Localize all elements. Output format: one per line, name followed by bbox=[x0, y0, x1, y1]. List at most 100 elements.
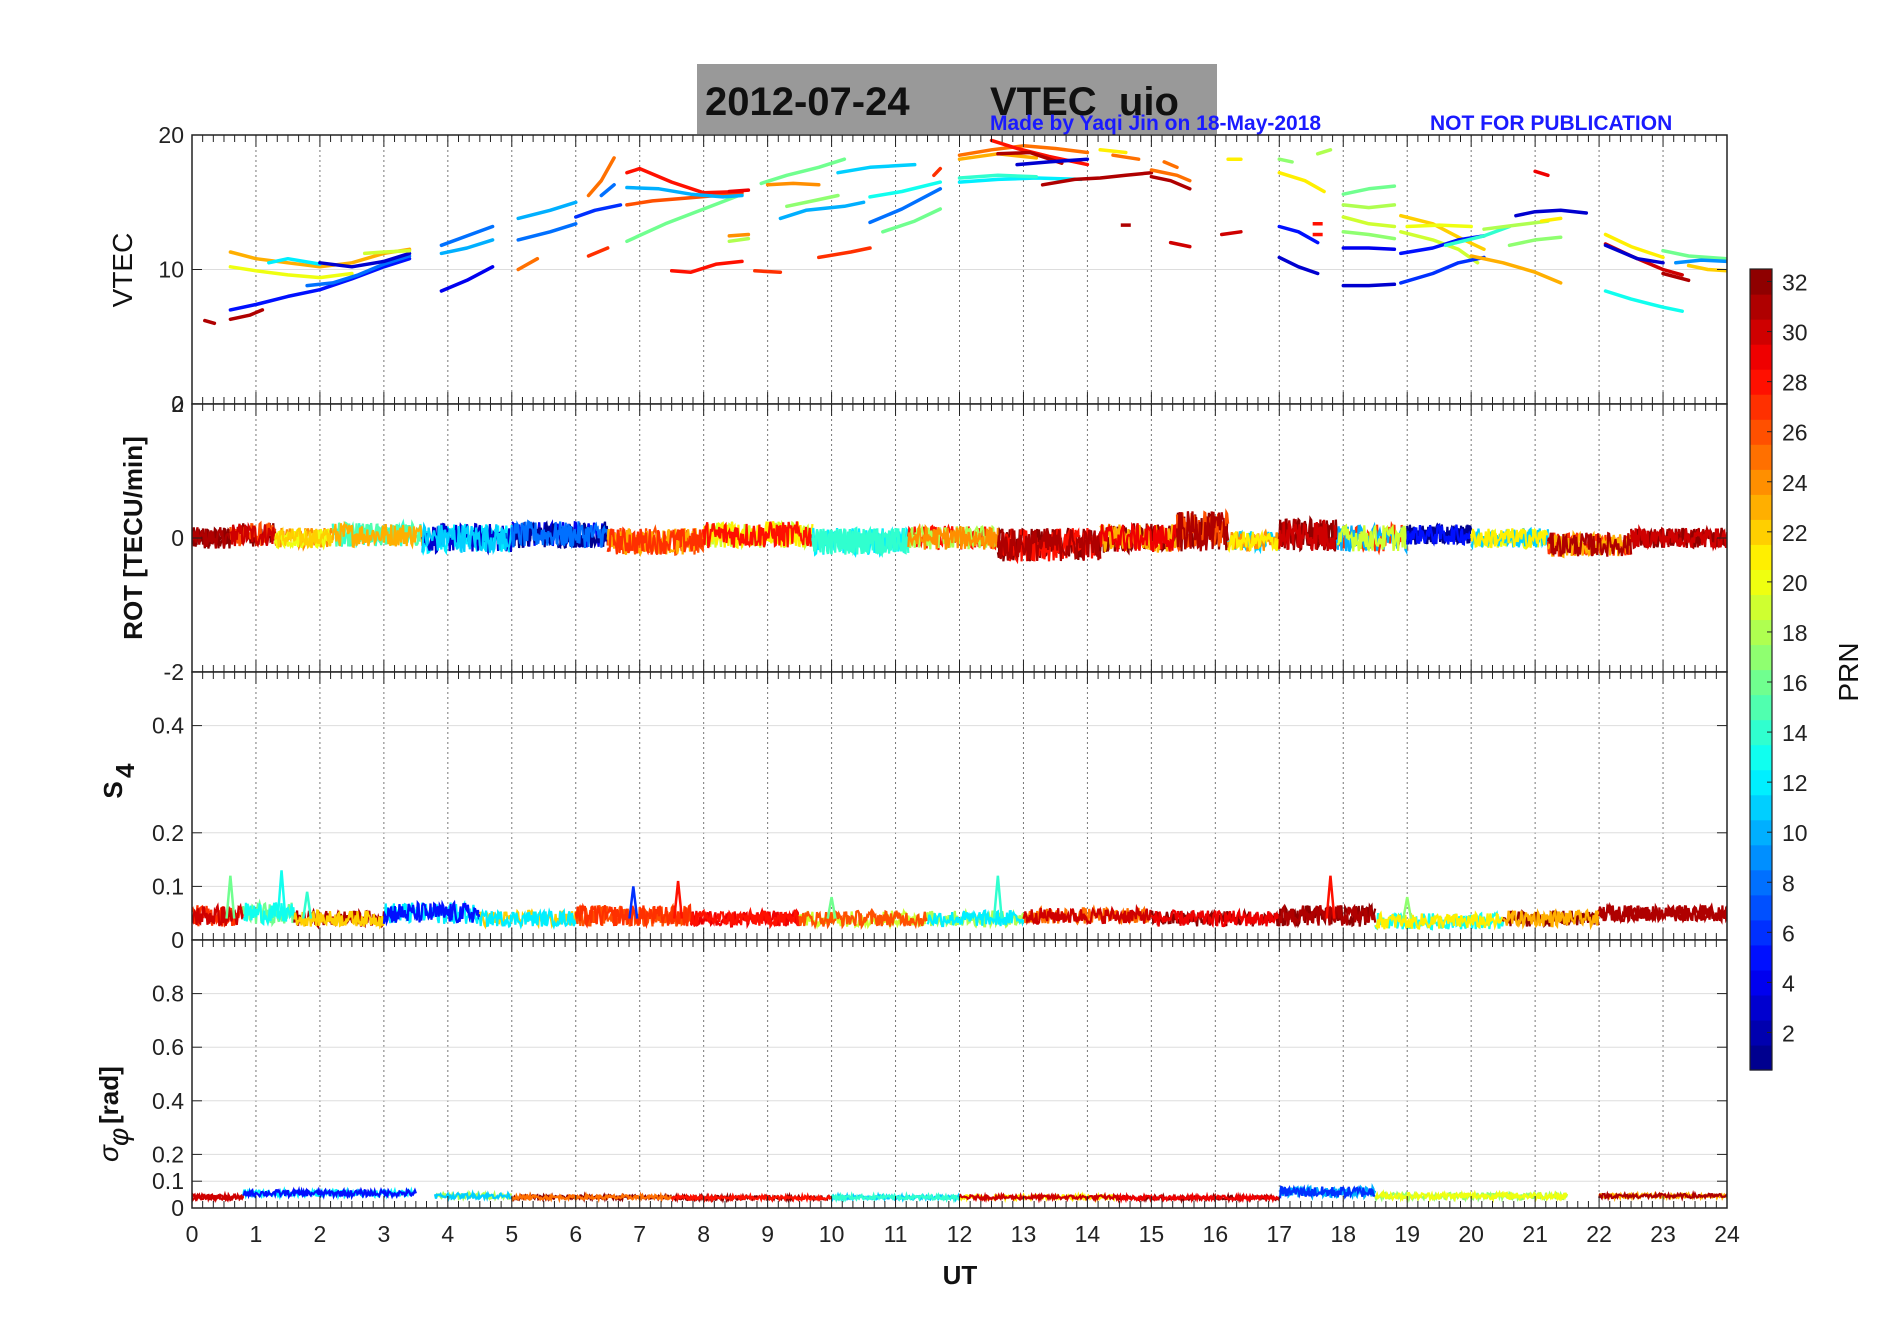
rot-trace-prn-19 bbox=[1336, 523, 1408, 553]
vtec-series-prn-12 bbox=[957, 176, 1083, 184]
vtec-series-prn-19 bbox=[1341, 215, 1397, 229]
s4-trace-prn-28 bbox=[689, 906, 801, 930]
y-tick-label: 0 bbox=[171, 927, 184, 953]
colorbar-segment bbox=[1750, 419, 1772, 445]
s4-trace-prn-31 bbox=[1598, 901, 1727, 924]
y-tick-label: 0.1 bbox=[152, 873, 184, 899]
rot-trace-prn-24 bbox=[907, 523, 999, 550]
data-layer bbox=[192, 870, 1727, 931]
colorbar-segment bbox=[1750, 444, 1772, 470]
vtec-series-prn-19 bbox=[362, 248, 412, 256]
y-tick-label: 0.2 bbox=[152, 820, 184, 846]
y-tick-label: 0.1 bbox=[152, 1168, 184, 1194]
data-layer bbox=[192, 508, 1727, 565]
vtec-series-prn-9 bbox=[1674, 258, 1727, 265]
title-box bbox=[697, 64, 1217, 134]
vtec-series-prn-3 bbox=[1514, 208, 1589, 218]
rot-trace-prn-30 bbox=[229, 521, 277, 548]
vtec-series-prn-20 bbox=[228, 265, 354, 280]
colorbar-segment bbox=[1750, 319, 1772, 345]
s4-trace-prn-5 bbox=[382, 899, 481, 927]
colorbar-segment bbox=[1750, 294, 1772, 320]
vtec-series-prn-25 bbox=[586, 156, 616, 198]
vtec-series-prn-31 bbox=[203, 318, 217, 326]
y-tick-label: 0 bbox=[171, 525, 184, 551]
svg-text:S: S bbox=[98, 781, 128, 798]
title-date: 2012-07-24 bbox=[705, 80, 910, 124]
vtec-series-prn-31 bbox=[996, 150, 1064, 165]
x-tick-label: 5 bbox=[505, 1221, 518, 1247]
panel-vtec: 0 10 20 bbox=[158, 122, 1728, 417]
colorbar-tick-label: 2 bbox=[1782, 1020, 1795, 1046]
vtec-series-prn-8 bbox=[439, 224, 495, 248]
vtec-series-prn-16 bbox=[1661, 248, 1727, 261]
vtec-series-prn-11 bbox=[836, 162, 917, 175]
x-tick-label: 9 bbox=[761, 1221, 774, 1247]
ylabel-sigma-phi: σ φ [rad] bbox=[93, 1066, 134, 1162]
rot-trace-prn-11 bbox=[421, 521, 513, 556]
x-tick-label: 19 bbox=[1394, 1221, 1420, 1247]
ylabel-rot: ROT [TECU/min] bbox=[118, 436, 148, 640]
rot-trace-prn-28 bbox=[702, 521, 814, 549]
colorbar-segment bbox=[1750, 944, 1772, 971]
vtec-series-prn-4 bbox=[439, 265, 495, 293]
vtec-series-prn-21 bbox=[1603, 232, 1665, 260]
s4-trace-prn-26 bbox=[798, 907, 929, 930]
vtec-series-prn-8 bbox=[516, 222, 578, 242]
y-tick-label: 0.8 bbox=[152, 981, 184, 1007]
colorbar-segment bbox=[1750, 369, 1772, 395]
colorbar-segment bbox=[1750, 894, 1772, 921]
vtec-series-prn-31 bbox=[1040, 170, 1154, 187]
rot-trace-prn-29 bbox=[1099, 521, 1179, 553]
s4-trace-prn-29 bbox=[1150, 907, 1281, 929]
colorbar-segment bbox=[1750, 919, 1772, 946]
y-tick-label: 0.2 bbox=[152, 1141, 184, 1167]
vtec-series-prn-10 bbox=[439, 238, 495, 256]
vtec-series-prn-22 bbox=[1686, 263, 1727, 273]
s4-trace-prn-27 bbox=[574, 902, 692, 930]
ylabel-vtec: VTEC bbox=[107, 233, 138, 308]
colorbar-tick-label: 12 bbox=[1782, 770, 1808, 796]
s4-trace-prn-13 bbox=[242, 902, 296, 927]
colorbar-tick-label: 20 bbox=[1782, 570, 1808, 596]
vtec-series-prn-6 bbox=[574, 203, 623, 219]
y-tick-label: 2 bbox=[171, 391, 184, 417]
colorbar-tick-label: 10 bbox=[1782, 820, 1808, 846]
vtec-series-prn-14 bbox=[957, 173, 1039, 180]
vtec-series-prn-25 bbox=[516, 256, 540, 272]
rot-trace-prn-31 bbox=[1546, 531, 1633, 557]
vtec-series-prn-5 bbox=[228, 256, 412, 312]
vtec-series-prn-3 bbox=[1603, 243, 1665, 265]
x-tick-label: 24 bbox=[1714, 1221, 1740, 1247]
x-tick-label: 8 bbox=[697, 1221, 710, 1247]
vtec-series-prn-31 bbox=[228, 308, 265, 322]
x-tick-label: 22 bbox=[1586, 1221, 1612, 1247]
s4-spike-prn-16 bbox=[826, 896, 837, 919]
vtec-series-prn-29 bbox=[727, 188, 751, 194]
vtec-series-prn-26 bbox=[625, 191, 744, 207]
vtec-series-prn-31 bbox=[1661, 271, 1691, 283]
vtec-series-prn-8 bbox=[599, 183, 616, 198]
s4-spike-prn-14 bbox=[302, 891, 313, 919]
colorbar-tick-label: 14 bbox=[1782, 720, 1808, 746]
sigma_phi-trace-prn-25 bbox=[510, 1191, 673, 1204]
colorbar-segment bbox=[1750, 544, 1772, 570]
vtec-series-prn-28 bbox=[625, 166, 744, 195]
notice-text: NOT FOR PUBLICATION bbox=[1430, 112, 1672, 135]
colorbar-segment bbox=[1750, 1019, 1772, 1046]
vtec-series-prn-14 bbox=[1443, 224, 1512, 248]
rot-trace-prn-27 bbox=[606, 526, 705, 556]
colorbar-tick-label: 28 bbox=[1782, 370, 1808, 396]
y-tick-label: 0.6 bbox=[152, 1034, 184, 1060]
s4-spike-prn-28 bbox=[1325, 875, 1336, 919]
vtec-series-prn-17 bbox=[1507, 235, 1563, 248]
rot-trace-prn-30 bbox=[1278, 519, 1338, 552]
vtec-series-prn-20 bbox=[1405, 223, 1473, 229]
s4-spike-prn-16 bbox=[225, 875, 236, 919]
colorbar-segment bbox=[1750, 394, 1772, 420]
vtec-series-prn-3 bbox=[1015, 157, 1090, 167]
rot-trace-prn-5 bbox=[1406, 522, 1472, 547]
s4-spike-prn-17 bbox=[1402, 896, 1413, 919]
vtec-series-prn-27 bbox=[932, 166, 943, 178]
colorbar-segment bbox=[1750, 994, 1772, 1021]
